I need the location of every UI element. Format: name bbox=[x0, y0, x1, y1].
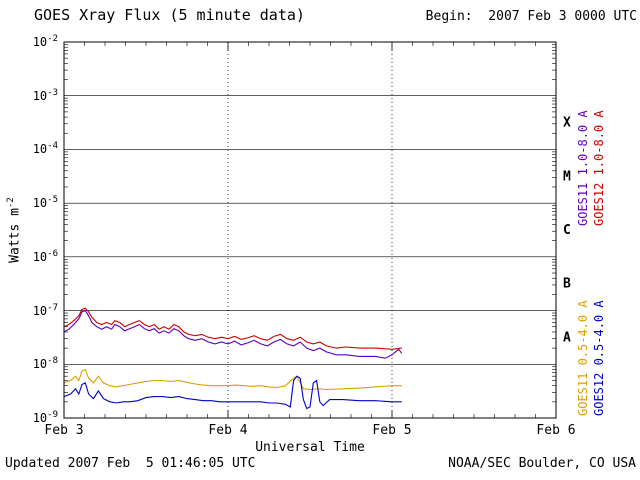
page-title: GOES Xray Flux (5 minute data) bbox=[34, 6, 305, 24]
x-tick-label: Feb 4 bbox=[208, 423, 248, 438]
x-axis-label: Universal Time bbox=[255, 440, 365, 455]
y-tick-label: 10-7 bbox=[32, 302, 58, 318]
x-tick-label: Feb 5 bbox=[372, 423, 412, 438]
y-axis-label: Watts m-2 bbox=[6, 160, 22, 300]
y-axis-label-exponent: -2 bbox=[6, 197, 16, 209]
series-legend: GOES11 1.0-8.0 A bbox=[576, 110, 590, 226]
y-tick-label: 10-4 bbox=[32, 141, 58, 157]
flare-class-label: X bbox=[563, 116, 571, 131]
series-legend: GOES12 1.0-8.0 A bbox=[592, 110, 606, 226]
series-goes12-1.0-8.0-a bbox=[63, 307, 402, 350]
series-legend: GOES12 0.5-4.0 A bbox=[592, 300, 606, 416]
y-axis-label-base: Watts m bbox=[7, 208, 23, 263]
begin-time-label: Begin: 2007 Feb 3 0000 UTC bbox=[425, 9, 637, 24]
x-tick-label: Feb 3 bbox=[44, 423, 84, 438]
x-tick-label: Feb 6 bbox=[536, 423, 576, 438]
flare-class-label: A bbox=[563, 330, 571, 345]
y-tick-label: 10-3 bbox=[32, 87, 58, 103]
series-goes12-0.5-4.0-a bbox=[63, 375, 402, 410]
series-goes11-0.5-4.0-a bbox=[63, 368, 402, 391]
flare-class-label: C bbox=[563, 223, 571, 238]
flare-class-label: M bbox=[563, 169, 571, 184]
plot-frame bbox=[63, 41, 557, 419]
y-tick-label: 10-2 bbox=[32, 34, 58, 49]
y-tick-label: 10-6 bbox=[32, 248, 58, 264]
y-tick-label: 10-5 bbox=[32, 195, 58, 211]
updated-timestamp: Updated 2007 Feb 5 01:46:05 UTC bbox=[5, 456, 256, 471]
source-attribution: NOAA/SEC Boulder, CO USA bbox=[448, 456, 636, 471]
series-goes11-1.0-8.0-a bbox=[63, 309, 403, 359]
series-legend: GOES11 0.5-4.0 A bbox=[576, 300, 590, 416]
y-tick-label: 10-8 bbox=[32, 356, 58, 372]
y-tick-label: 10-9 bbox=[32, 410, 58, 425]
flare-class-label: B bbox=[563, 277, 571, 292]
